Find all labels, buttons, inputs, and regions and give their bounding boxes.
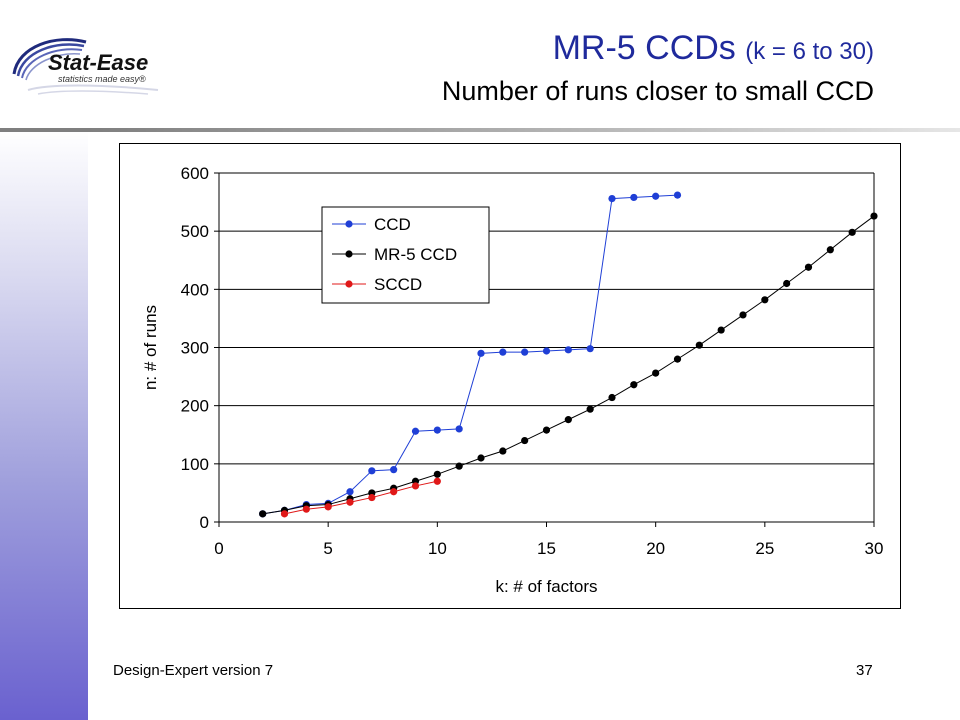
data-point-mr-5-ccd bbox=[586, 405, 594, 413]
x-tick-label: 30 bbox=[865, 539, 884, 558]
slide-subtitle: Number of runs closer to small CCD bbox=[441, 76, 874, 106]
data-point-ccd bbox=[477, 349, 485, 357]
data-point-mr-5-ccd bbox=[804, 263, 813, 271]
legend-swatch-marker bbox=[345, 220, 353, 228]
x-tick-label: 5 bbox=[323, 539, 332, 558]
x-tick-label: 10 bbox=[428, 539, 447, 558]
x-tick-label: 20 bbox=[646, 539, 665, 558]
data-point-ccd bbox=[411, 427, 420, 435]
data-point-mr-5-ccd bbox=[717, 326, 725, 334]
stat-ease-logo: Stat-Ease statistics made easy® bbox=[12, 38, 159, 95]
data-point-ccd bbox=[499, 348, 507, 356]
data-point-sccd bbox=[411, 482, 420, 490]
header-rule bbox=[88, 128, 960, 132]
data-point-mr-5-ccd bbox=[739, 311, 747, 319]
y-tick-label: 500 bbox=[181, 222, 209, 241]
data-point-ccd bbox=[542, 347, 551, 355]
data-point-ccd bbox=[368, 467, 376, 475]
y-tick-label: 400 bbox=[181, 280, 209, 299]
data-point-mr-5-ccd bbox=[259, 510, 267, 518]
data-point-mr-5-ccd bbox=[673, 355, 682, 363]
x-tick-label: 25 bbox=[755, 539, 774, 558]
data-point-ccd bbox=[673, 191, 682, 199]
line-chart: 0 100 200 300 400 500 600 0 5 10 15 20 25 30 k: # of f… bbox=[141, 164, 884, 596]
data-point-mr-5-ccd bbox=[783, 279, 791, 288]
data-point-mr-5-ccd bbox=[521, 436, 529, 445]
data-point-mr-5-ccd bbox=[455, 462, 463, 470]
y-tick-label: 100 bbox=[181, 455, 209, 474]
data-point-mr-5-ccd bbox=[542, 426, 551, 434]
y-tick-label: 600 bbox=[181, 164, 209, 183]
data-point-sccd bbox=[433, 477, 441, 485]
data-point-ccd bbox=[433, 426, 441, 434]
data-point-mr-5-ccd bbox=[695, 341, 703, 349]
data-point-sccd bbox=[346, 498, 354, 506]
y-tick-label: 300 bbox=[181, 339, 209, 358]
x-tick-label: 15 bbox=[537, 539, 556, 558]
legend-label: CCD bbox=[374, 215, 411, 234]
slide-title: MR-5 CCDs (k = 6 to 30) bbox=[553, 28, 874, 72]
legend-swatch-marker bbox=[345, 280, 353, 288]
data-point-ccd bbox=[521, 348, 529, 356]
x-tick-label: 0 bbox=[214, 539, 223, 558]
data-point-sccd bbox=[280, 510, 289, 518]
data-point-mr-5-ccd bbox=[630, 381, 638, 389]
data-point-sccd bbox=[390, 488, 398, 496]
data-point-ccd bbox=[630, 193, 638, 202]
data-point-mr-5-ccd bbox=[564, 416, 572, 424]
logo-wordmark: Stat-Ease bbox=[48, 50, 148, 75]
title-paren: (k = 6 to 30) bbox=[745, 38, 874, 65]
data-point-mr-5-ccd bbox=[652, 369, 660, 377]
data-point-ccd bbox=[652, 192, 660, 200]
data-point-mr-5-ccd bbox=[870, 212, 878, 220]
title-main: MR-5 CCDs bbox=[552, 29, 736, 67]
legend-label: SCCD bbox=[374, 275, 422, 294]
series-line-ccd bbox=[262, 194, 678, 515]
data-point-mr-5-ccd bbox=[761, 296, 769, 304]
data-point-sccd bbox=[324, 503, 332, 511]
logo-tagline: statistics made easy® bbox=[58, 74, 146, 84]
data-point-mr-5-ccd bbox=[499, 447, 507, 455]
data-point-ccd bbox=[608, 194, 616, 203]
data-point-mr-5-ccd bbox=[477, 454, 485, 462]
data-point-ccd bbox=[564, 346, 572, 354]
data-point-mr-5-ccd bbox=[433, 470, 441, 478]
legend-swatch-marker bbox=[345, 250, 353, 258]
footer-left-text: Design-Expert version 7 bbox=[113, 662, 274, 679]
data-point-mr-5-ccd bbox=[608, 393, 616, 402]
data-point-sccd bbox=[302, 505, 310, 513]
data-point-ccd bbox=[586, 345, 594, 353]
chart-frame: 0 100 200 300 400 500 600 0 5 10 15 20 25 30 k: # of f… bbox=[119, 143, 901, 609]
data-point-ccd bbox=[455, 425, 463, 433]
sidebar-gradient bbox=[0, 130, 88, 720]
y-tick-label: 200 bbox=[181, 397, 209, 416]
y-tick-label: 0 bbox=[200, 513, 209, 532]
data-point-mr-5-ccd bbox=[826, 246, 834, 254]
page-number: 37 bbox=[856, 662, 873, 679]
header-rule-left bbox=[0, 128, 88, 132]
data-point-sccd bbox=[368, 493, 376, 502]
series-line-sccd bbox=[284, 480, 438, 515]
y-axis-label: n: # of runs bbox=[141, 305, 160, 390]
data-point-ccd bbox=[390, 466, 398, 474]
x-axis-label: k: # of factors bbox=[495, 577, 597, 596]
data-point-mr-5-ccd bbox=[848, 228, 856, 236]
data-point-ccd bbox=[346, 488, 354, 496]
legend-label: MR-5 CCD bbox=[374, 245, 457, 264]
